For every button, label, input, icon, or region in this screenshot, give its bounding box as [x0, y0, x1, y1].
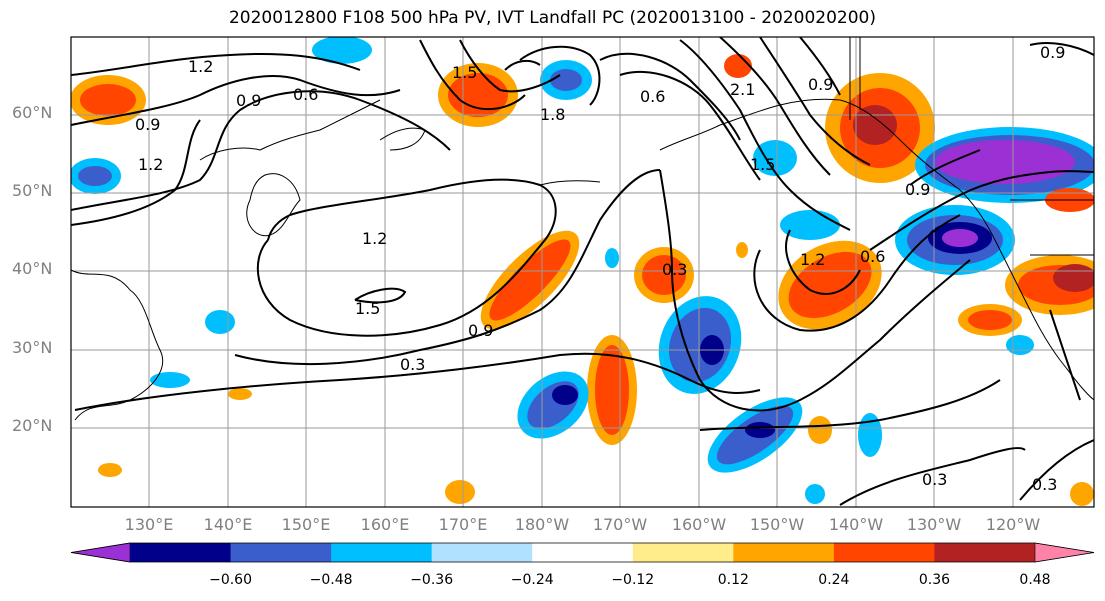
colorbar-tick-label: −0.48 — [309, 572, 353, 588]
contour-label-group: 1.2 0.9 0.6 0.9 1.2 1.2 1.5 0.9 0.3 1.5 … — [135, 43, 1065, 494]
colorbar-segment — [632, 543, 734, 562]
colorbar-tick-label: −0.24 — [510, 572, 554, 588]
colorbar-tick-label: 0.60 — [1101, 572, 1105, 588]
graticule — [71, 37, 1094, 507]
lon-label: 130°W — [906, 515, 962, 534]
contour-label: 1.5 — [355, 299, 380, 318]
colorbar-outline — [70, 542, 1095, 563]
contour-label: 0.9 — [808, 75, 833, 94]
colorbar-tick-label: 0.12 — [717, 572, 749, 588]
colorbar-segment — [934, 543, 1036, 562]
colorbar-tick-label: −0.60 — [209, 572, 252, 588]
contour-label: 0.9 — [905, 180, 930, 199]
colorbar-extend-min — [70, 542, 131, 563]
contour-label: 2.1 — [730, 80, 755, 99]
colorbar-segment — [230, 543, 332, 562]
contour-label: 0.3 — [922, 470, 947, 489]
colorbar-tick-label: −0.36 — [410, 572, 454, 588]
contour-label: 0.6 — [640, 87, 665, 106]
contour-label: 1.2 — [362, 229, 387, 248]
contour-label: 0.6 — [860, 247, 885, 266]
colorbar-segment — [532, 543, 634, 562]
lat-label: 50°N — [12, 181, 53, 200]
map-frame — [70, 36, 1095, 508]
contour-label: 1.8 — [540, 105, 565, 124]
contour-label: 0.3 — [400, 355, 425, 374]
lon-label: 140°W — [828, 515, 884, 534]
lon-label: 150°W — [749, 515, 805, 534]
lat-label: 20°N — [12, 416, 53, 435]
lon-label: 130°E — [124, 515, 174, 534]
lon-label: 160°E — [360, 515, 410, 534]
colorbar-tick-label: 0.36 — [918, 572, 951, 588]
contour-label: 0.9 — [1040, 43, 1065, 62]
colorbar-segment — [130, 543, 232, 562]
lon-label: 170°W — [592, 515, 648, 534]
contour-label: 0.3 — [1032, 475, 1057, 494]
colorbar — [70, 542, 1095, 563]
coastlines — [71, 37, 1094, 421]
contour-label: 0.9 — [135, 115, 160, 134]
colorbar-tick-label: 0.24 — [818, 572, 850, 588]
colorbar-segment — [733, 543, 835, 562]
contour-label: 1.5 — [750, 155, 775, 174]
lon-label: 180°W — [514, 515, 570, 534]
contour-label: 0.3 — [662, 260, 687, 279]
contour-label: 1.5 — [452, 63, 477, 82]
lon-label: 120°W — [985, 515, 1041, 534]
contour-label: 0.9 — [236, 91, 261, 110]
lon-label: 150°E — [281, 515, 331, 534]
colorbar-segment — [431, 543, 533, 562]
lon-label: 140°E — [203, 515, 253, 534]
contour-label: 0.6 — [293, 85, 318, 104]
colorbar-segment — [833, 543, 935, 562]
colorbar-segment — [331, 543, 433, 562]
contour-label: 1.2 — [138, 155, 163, 174]
colorbar-extend-max — [1034, 542, 1095, 563]
map-title: 2020012800 F108 500 hPa PV, IVT Landfall… — [228, 8, 876, 28]
shading-layer — [71, 37, 1094, 506]
contour-label: 1.2 — [188, 57, 213, 76]
lat-label: 30°N — [12, 338, 53, 357]
lon-label: 160°W — [671, 515, 727, 534]
lon-label: 170°E — [438, 515, 488, 534]
pv-contours — [71, 37, 1094, 506]
colorbar-tick-label: −0.12 — [611, 572, 655, 588]
lat-label: 60°N — [12, 103, 53, 122]
lat-label: 40°N — [12, 259, 53, 278]
contour-label: 1.2 — [800, 250, 825, 269]
colorbar-tick-label: 0.48 — [1019, 572, 1051, 588]
contour-label: 0.9 — [468, 321, 493, 340]
